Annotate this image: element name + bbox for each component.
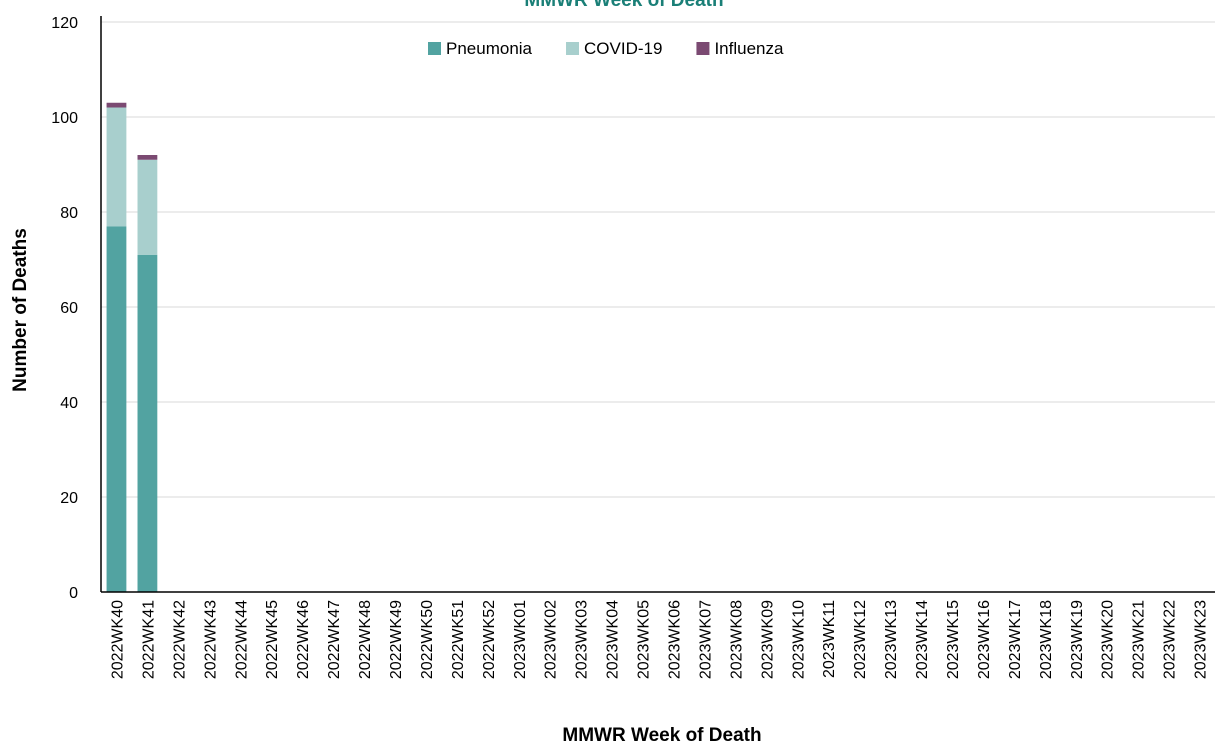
x-tick-label: 2022WK49	[388, 600, 405, 679]
x-tick-label: 2023WK17	[1007, 600, 1024, 679]
axes	[100, 16, 1215, 593]
x-tick-label: 2022WK43	[202, 600, 219, 679]
gridlines	[101, 21, 1215, 498]
x-tick-label: 2022WK48	[357, 600, 374, 679]
x-tick-label: 2023WK14	[914, 600, 931, 679]
x-tick-label: 2022WK45	[264, 600, 281, 679]
legend-label: Influenza	[714, 39, 784, 58]
legend-label: COVID-19	[584, 39, 662, 58]
y-tick-label: 0	[69, 585, 78, 602]
x-axis-title: MMWR Week of Death	[562, 725, 761, 746]
x-tick-label: 2023WK15	[945, 600, 962, 679]
legend-label: Pneumonia	[446, 39, 533, 58]
x-tick-label: 2022WK52	[481, 600, 498, 679]
x-tick-label: 2022WK44	[233, 600, 250, 679]
y-tick-label: 20	[60, 490, 78, 507]
y-tick-label: 120	[51, 15, 78, 32]
bars	[106, 102, 158, 592]
x-tick-label: 2023WK22	[1162, 600, 1179, 679]
x-tick-label: 2022WK42	[171, 600, 188, 679]
x-tick-label: 2023WK23	[1193, 600, 1210, 679]
x-tick-label: 2023WK04	[605, 600, 622, 679]
y-tick-label: 40	[60, 395, 78, 412]
x-tick-label: 2023WK21	[1131, 600, 1148, 679]
x-tick-label: 2023WK20	[1100, 600, 1117, 679]
legend: Pneumonia COVID-19 Influenza	[428, 39, 784, 58]
x-tick-label: 2023WK18	[1038, 600, 1055, 679]
x-tick-label: 2023WK07	[697, 600, 714, 679]
y-tick-label: 60	[60, 300, 78, 317]
x-tick-label: 2023WK03	[574, 600, 591, 679]
x-tick-labels: 2022WK40 2022WK41 2022WK42 2022WK43 2022WK44…	[109, 600, 1209, 679]
bar-segment	[137, 254, 158, 592]
bar-segment	[137, 155, 158, 160]
y-axis-title: Number of Deaths	[10, 228, 31, 392]
x-tick-label: 2023WK01	[512, 600, 529, 679]
bar-segment	[106, 226, 127, 592]
x-tick-label: 2022WK46	[295, 600, 312, 679]
x-tick-label: 2023WK09	[759, 600, 776, 679]
bar-segment	[137, 159, 158, 255]
x-tick-label: 2023WK05	[636, 600, 653, 679]
legend-swatch	[696, 42, 710, 55]
y-tick-label: 80	[60, 205, 78, 222]
y-tick-labels: 0 20 40 60 80 100 120	[51, 15, 78, 602]
y-tick-label: 100	[51, 110, 78, 127]
x-tick-label: 2023WK06	[666, 600, 683, 679]
legend-swatch	[566, 42, 580, 55]
x-tick-label: 2022WK51	[450, 600, 467, 679]
x-tick-label: 2023WK19	[1069, 600, 1086, 679]
x-tick-label: 2023WK10	[790, 600, 807, 679]
x-tick-label: 2022WK41	[140, 600, 157, 679]
x-tick-label: 2023WK02	[543, 600, 560, 679]
x-tick-label: 2022WK40	[109, 600, 126, 679]
chart-title: MMWR Week of Death	[524, 0, 723, 11]
x-tick-label: 2022WK50	[419, 600, 436, 679]
x-tick-label: 2023WK13	[883, 600, 900, 679]
x-tick-label: 2023WK08	[728, 600, 745, 679]
bar-segment	[106, 102, 127, 108]
x-tick-label: 2023WK16	[976, 600, 993, 679]
x-tick-label: 2023WK12	[852, 600, 869, 679]
x-tick-label: 2022WK47	[326, 600, 343, 679]
legend-swatch	[428, 42, 441, 55]
bar-segment	[106, 107, 127, 227]
x-tick-label: 2023WK11	[821, 600, 838, 678]
